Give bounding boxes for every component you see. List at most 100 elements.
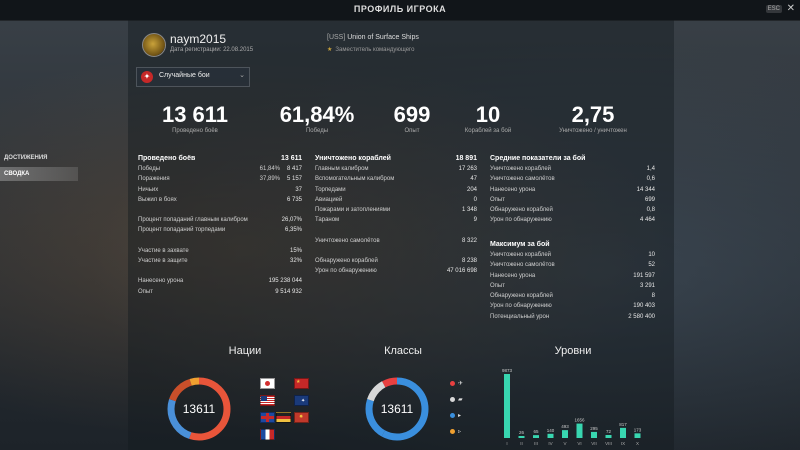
stat-row: Выжил в боях 6 735 — [138, 196, 302, 203]
clan-name: Union of Surface Ships — [347, 34, 419, 41]
stat-row: Главным калибром 17 263 — [315, 166, 477, 172]
summary-label: Проведено боёв — [172, 128, 218, 134]
stat-row: Участие в защите 32% — [138, 258, 302, 265]
stat-row: Обнаружено кораблей 0,8 — [490, 207, 655, 214]
tier-bar[interactable] — [605, 434, 612, 438]
summary-exp: 699 Опыт — [372, 102, 452, 135]
france-flag[interactable] — [260, 429, 275, 440]
usa-flag[interactable] — [260, 395, 275, 406]
nations-donut[interactable]: 13611 — [166, 376, 232, 442]
avatar — [142, 33, 166, 57]
tier-value-label: 26 — [519, 430, 525, 435]
stat-row: Урон по обнаружению 190 403 — [490, 303, 655, 310]
nations-total: 13611 — [183, 402, 216, 416]
nations-title: Нации — [228, 345, 262, 357]
stat-row: Процент попаданий торпедами 6,35% — [138, 227, 302, 234]
tier-label: VI — [577, 441, 581, 446]
stat-row: Урон по обнаружению 47 016 698 — [315, 268, 477, 275]
tier-value-label: 1656 — [574, 418, 585, 423]
stat-row: Пожарами и затоплениями 1 348 — [315, 207, 477, 214]
tier-value-label: 72 — [606, 429, 612, 434]
average-column: Средние показатели за бой Уничтожено кор… — [490, 155, 655, 228]
classes-title: Классы — [384, 345, 422, 357]
tier-bar[interactable] — [591, 431, 597, 438]
tier-label: III — [534, 441, 538, 446]
tier-bar[interactable] — [562, 430, 568, 438]
summary-label: Победы — [305, 128, 329, 134]
tiers-chart: 9873 I 26 II 65 III 140 IV 493 V 1656 VI 295 VII 72 VII… — [502, 368, 642, 446]
stat-row: Нанесено урона 14 344 — [490, 186, 655, 193]
tier-label: VII — [591, 441, 597, 446]
battleship-icon[interactable]: ▰ — [450, 396, 463, 403]
destroyed-header: Уничтожено кораблей 18 891 — [315, 155, 477, 166]
battle-mode-label: Случайные бои — [159, 72, 210, 79]
stat-row: Ничьих 37 — [138, 186, 302, 193]
tier-bar[interactable] — [576, 423, 583, 438]
stat-row: Тараном 9 — [315, 217, 477, 224]
tier-bar[interactable] — [547, 433, 554, 438]
summary-winrate: 61,84% Победы — [272, 102, 362, 135]
sidebar-item-summary[interactable]: СВОДКА — [0, 167, 78, 181]
maximum-header: Максимум за бой — [490, 241, 550, 248]
stat-row: Урон по обнаружению 4 464 — [490, 217, 655, 224]
tier-bar[interactable] — [518, 436, 525, 438]
close-icon[interactable]: ✕ — [786, 3, 795, 14]
tier-bar[interactable] — [533, 435, 539, 438]
sidebar-item-achievements[interactable]: ДОСТИЖЕНИЯ — [4, 155, 48, 161]
pan-asia-flag[interactable]: ✸ — [294, 412, 309, 423]
tiers-title: Уровни — [554, 345, 592, 357]
stat-row: Уничтожено самолётов 0,6 — [490, 176, 655, 183]
battle-mode-select[interactable]: ✦ Случайные бои ⌄ — [136, 67, 250, 87]
tier-value-label: 173 — [634, 427, 642, 432]
stat-row: Нанесено урона 195 238 044 — [138, 278, 302, 285]
stat-row: Авиацией 0 — [315, 196, 477, 203]
stat-row: Поражения 37,89% 5 157 — [138, 176, 302, 183]
tier-label: IX — [621, 441, 625, 446]
summary-ships-per-battle: 10 Кораблей за бой — [448, 102, 528, 135]
uk-flag[interactable] — [260, 412, 275, 423]
stat-row: Опыт 699 — [490, 196, 655, 203]
donut-segment — [365, 377, 429, 441]
cruiser-icon[interactable]: ▸ — [450, 412, 461, 419]
summary-label: Опыт — [404, 128, 420, 134]
stat-row: Уничтожено кораблей 1,4 — [490, 166, 655, 172]
tier-value-label: 817 — [619, 422, 627, 427]
classes-donut[interactable]: 13611 — [364, 376, 430, 442]
star-icon: ★ — [327, 47, 333, 53]
destroyed-column: Уничтожено кораблей 18 891 Главным калибр… — [315, 155, 477, 279]
ussr-flag[interactable]: ★ — [294, 378, 309, 389]
summary-value: 699 — [393, 102, 431, 127]
destroyed-title: Уничтожено кораблей — [315, 155, 391, 162]
random-battle-icon: ✦ — [141, 71, 153, 83]
summary-value: 2,75 — [571, 102, 615, 127]
maximum-column: Максимум за бой Уничтожено кораблей 10 Ун… — [490, 241, 655, 324]
summary-value: 10 — [475, 102, 501, 127]
summary-value: 61,84% — [279, 102, 355, 127]
title-bar: ПРОФИЛЬ ИГРОКА ESC ✕ — [0, 0, 800, 21]
tier-label: V — [563, 441, 566, 446]
stat-row: Опыт 9 514 932 — [138, 288, 302, 295]
stat-row: Участие в захвате 15% — [138, 247, 302, 254]
commonwealth-flag[interactable]: ✦ — [294, 395, 309, 406]
tier-bar[interactable] — [504, 374, 510, 438]
clan-tag: [USS] — [327, 34, 346, 41]
tier-value-label: 65 — [533, 429, 539, 434]
germany-flag[interactable] — [276, 412, 291, 423]
stat-row: Вспомогательным калибром 47 — [315, 176, 477, 183]
stat-row: Уничтожено самолётов 8 322 — [315, 237, 477, 244]
clan-role: ★ Заместитель командующего — [327, 46, 414, 53]
registration-date: Дата регистрации: 22.08.2015 — [170, 47, 254, 53]
destroyer-icon[interactable]: ▹ — [450, 428, 461, 435]
window-title: ПРОФИЛЬ ИГРОКА — [353, 4, 447, 14]
clan-name-line[interactable]: [USS] Union of Surface Ships — [327, 34, 419, 41]
stat-row: Торпедами 204 — [315, 186, 477, 193]
classes-total: 13611 — [381, 402, 414, 416]
tier-value-label: 295 — [590, 426, 598, 431]
tier-bar[interactable] — [620, 427, 626, 438]
stat-row: Обнаружено кораблей 8 238 — [315, 258, 477, 265]
stat-row: Опыт 3 291 — [490, 282, 655, 289]
aircraft-carrier-icon[interactable]: ✈ — [450, 380, 463, 387]
japan-flag[interactable] — [260, 378, 275, 389]
tier-label: X — [636, 441, 639, 446]
tier-bar[interactable] — [634, 433, 641, 438]
